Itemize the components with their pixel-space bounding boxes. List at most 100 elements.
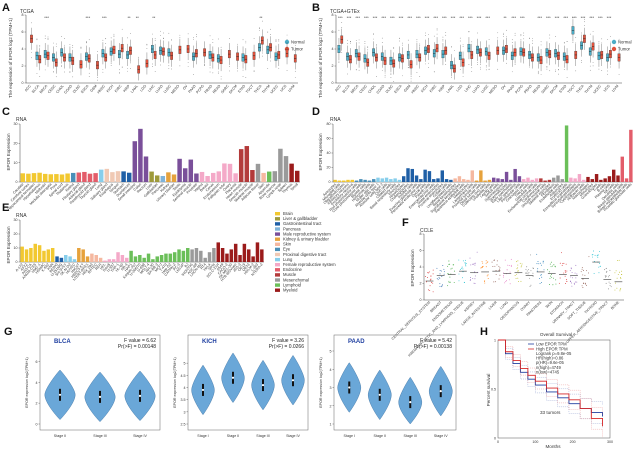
F-point [540, 274, 542, 276]
F-point [473, 263, 475, 265]
legend-e-item: Liver & gallbladder [283, 216, 318, 221]
F-point [617, 260, 619, 262]
A-outlier-point [154, 38, 156, 40]
F-point [575, 264, 577, 266]
E-x-tick-label: K-562 [41, 263, 50, 273]
B-outlier-point [381, 37, 383, 39]
C-x-tick-label: Breast [199, 182, 209, 192]
B-outlier-point [367, 49, 369, 51]
D-bar [449, 179, 453, 182]
F-point [441, 276, 443, 278]
B-significance-mark: *** [520, 15, 525, 20]
F-point [493, 259, 495, 261]
F-point [536, 263, 538, 265]
B-outlier-point [402, 42, 403, 44]
B-outlier-point [555, 36, 556, 37]
legend-b-normal-swatch [611, 39, 617, 45]
legend-b: Normal Tumor [611, 39, 632, 52]
B-outlier-point [390, 72, 392, 74]
F-point [452, 264, 454, 266]
A-outlier-point [267, 68, 269, 69]
F-y-tick-label: 8 [420, 232, 422, 236]
A-outlier-point [196, 40, 197, 42]
F-point [424, 276, 426, 278]
A-outlier-point [61, 66, 63, 67]
F-point [530, 270, 532, 272]
B-outlier-point [355, 69, 357, 70]
C-bar [26, 173, 31, 182]
D-bar [384, 177, 389, 182]
G3-x-tick-label: Stage II [374, 434, 386, 438]
panel-label-f: F [402, 217, 409, 229]
A-outlier-point [36, 73, 38, 74]
F-point [553, 277, 554, 279]
F-point [582, 287, 584, 289]
G3-f-value: F value = 5.42 [420, 338, 452, 344]
A-x-tick-label: BRCA [39, 84, 49, 95]
F-point [598, 266, 600, 268]
legend-e-swatch [275, 217, 280, 221]
D-bar [492, 177, 496, 182]
B-x-tick-label: PRAD [523, 84, 533, 95]
B-outlier-point [376, 44, 377, 45]
C-bar [54, 174, 59, 182]
F-point [495, 274, 497, 275]
F-x-tick-label: LUNG [499, 300, 509, 310]
D-bar [406, 168, 410, 182]
B-outlier-point [462, 46, 464, 47]
F-point [606, 270, 608, 272]
legend-e-swatch [275, 288, 280, 292]
B-significance-mark: *** [399, 15, 404, 20]
F-point [482, 262, 484, 264]
A-x-tick-label: LIHC [147, 84, 156, 93]
F-point [432, 291, 434, 293]
A-outlier-point [119, 69, 120, 71]
G2-y-tick-label: 5 [184, 362, 186, 366]
B-outlier-point [462, 76, 464, 77]
C-bar [272, 171, 278, 182]
F-point [493, 281, 495, 283]
km-xlabel: Months [545, 444, 561, 449]
F-point [615, 282, 616, 284]
A-outlier-point [97, 79, 98, 81]
D-bar [453, 178, 457, 182]
F-point [436, 267, 438, 269]
B-outlier-point [532, 40, 533, 42]
A-outlier-point [294, 76, 296, 78]
F-point [540, 282, 542, 284]
F-point [437, 279, 439, 281]
D-bar [372, 179, 376, 182]
A-outlier-point [69, 43, 71, 45]
G2-y-tick-label: 2.5 [181, 423, 186, 427]
B-outlier-point [549, 37, 551, 39]
F-point [443, 271, 445, 273]
B-outlier-point [433, 71, 435, 73]
A-outlier-point [278, 40, 280, 42]
C-bar [65, 173, 70, 182]
B-outlier-point [358, 42, 360, 44]
F-point [442, 265, 444, 267]
km-stat-line: n(high)=4749 [536, 365, 561, 370]
F-point [472, 263, 474, 265]
F-point [538, 263, 540, 265]
E-x-tick-label: PC-3 [172, 263, 180, 272]
A-outlier-point [204, 64, 205, 65]
F-point [584, 274, 586, 276]
F-point [605, 267, 607, 269]
E-x-tick-label: L-363 [250, 263, 259, 273]
D-bar [547, 179, 552, 182]
B-outlier-point [393, 48, 395, 49]
A-outlier-point [242, 69, 244, 71]
F-point [582, 274, 584, 276]
F-point [510, 258, 512, 260]
panel-d-ylabel: EPOR Expression [318, 133, 323, 170]
A-outlier-point [69, 72, 71, 73]
legend-e-item: Eye [283, 247, 291, 252]
D-bar [474, 180, 479, 182]
B-significance-mark: *** [563, 15, 568, 20]
D-bar [594, 174, 599, 182]
C-y-tick-label: 10 [14, 161, 18, 165]
B-outlier-point [407, 67, 409, 68]
F-point [491, 261, 493, 263]
B-outlier-point [459, 69, 461, 70]
